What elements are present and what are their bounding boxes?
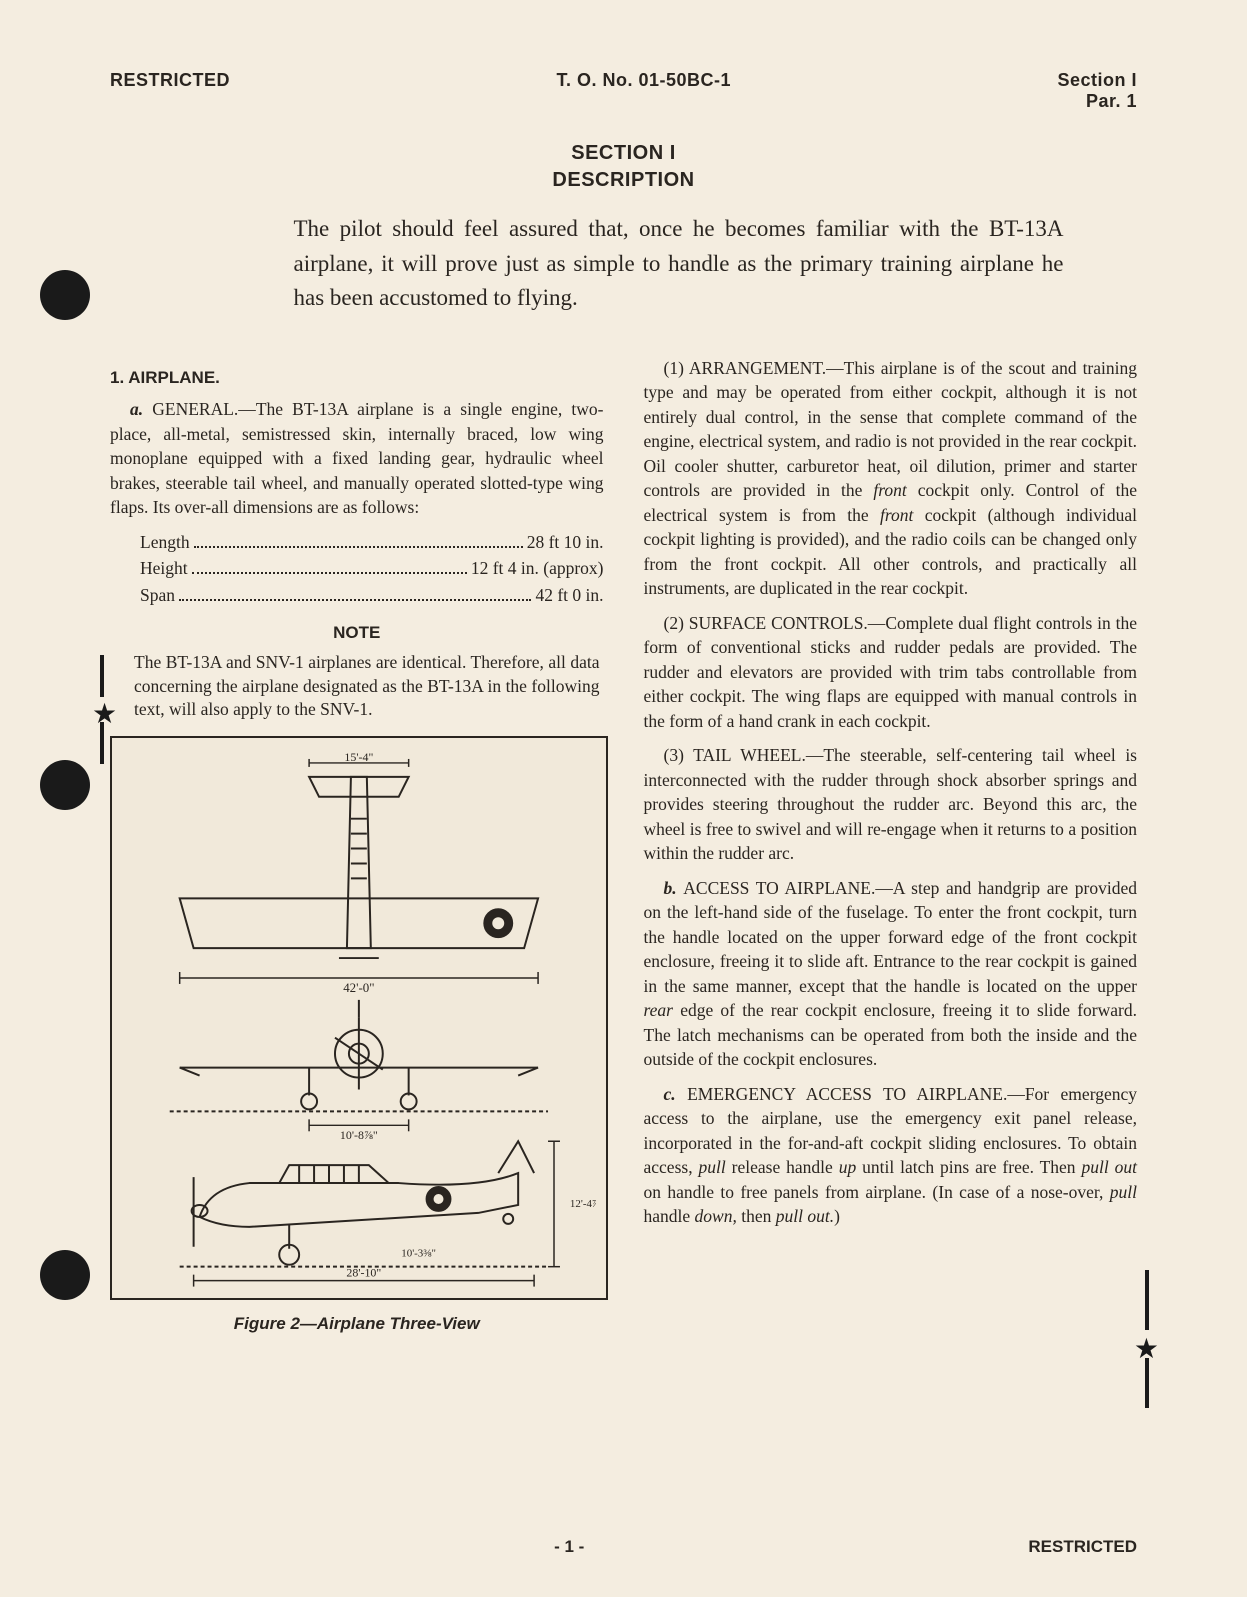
- dim-value: 12 ft 4 in. (approx): [471, 556, 604, 581]
- header-right-1: Section I: [1057, 70, 1137, 91]
- p3-lead: (3) TAIL WHEEL.—: [664, 745, 824, 765]
- airplane-three-view-svg: 15'-4" 42'-0": [122, 749, 596, 1287]
- pc-ital5: down,: [695, 1206, 737, 1226]
- page-number: - 1 -: [554, 1537, 584, 1557]
- figure-three-view: 15'-4" 42'-0": [110, 736, 608, 1300]
- pc-ital4: pull: [1110, 1182, 1137, 1202]
- para-emergency-access: c. EMERGENCY ACCESS TO AIRPLANE.—For eme…: [644, 1082, 1138, 1229]
- dim-label: Length: [140, 530, 190, 555]
- dimensions-list: Length 28 ft 10 in. Height 12 ft 4 in. (…: [140, 530, 604, 608]
- p1-body: This airplane is of the scout and traini…: [644, 358, 1138, 501]
- dim-row: Length 28 ft 10 in.: [140, 530, 604, 555]
- body-columns: 1. AIRPLANE. a. GENERAL.—The BT-13A airp…: [110, 356, 1137, 1336]
- header-left: RESTRICTED: [110, 70, 230, 112]
- dot-leader: [194, 546, 523, 548]
- pc-lead: c.: [664, 1084, 676, 1104]
- change-bar: [100, 655, 104, 697]
- dim-tread: 10'-8⅞": [340, 1128, 378, 1142]
- dim-label: Height: [140, 556, 188, 581]
- left-column: 1. AIRPLANE. a. GENERAL.—The BT-13A airp…: [110, 356, 604, 1336]
- note-heading: NOTE: [110, 621, 604, 645]
- para-access: b. ACCESS TO AIRPLANE.—A step and handgr…: [644, 876, 1138, 1072]
- footer-restricted: RESTRICTED: [1028, 1537, 1137, 1557]
- pb-head: ACCESS TO AIRPLANE.—: [683, 878, 893, 898]
- pc-body3: until latch pins are free. Then: [856, 1157, 1081, 1177]
- punch-hole: [40, 760, 90, 810]
- right-column: (1) ARRANGEMENT.—This airplane is of the…: [644, 356, 1138, 1336]
- pc-body5: handle: [644, 1206, 695, 1226]
- dot-leader: [179, 599, 531, 601]
- para-surface-controls: (2) SURFACE CONTROLS.—Complete dual flig…: [644, 611, 1138, 734]
- dim-length: 28'-10": [346, 1266, 381, 1280]
- pb-body2: edge of the rear cockpit enclosure, free…: [644, 1000, 1138, 1069]
- change-bar: [1145, 1270, 1149, 1330]
- dim-wingspan: 42'-0": [343, 980, 374, 995]
- pb-ital: rear: [644, 1000, 674, 1020]
- star-icon: ★: [92, 695, 117, 734]
- heading-airplane: 1. AIRPLANE.: [110, 366, 604, 390]
- dim-top-span: 15'-4": [344, 750, 373, 764]
- intro-paragraph: The pilot should feel assured that, once…: [184, 212, 1064, 316]
- change-bar: [1145, 1358, 1149, 1408]
- dim-label: Span: [140, 583, 175, 608]
- para-a-lead: a.: [130, 399, 143, 419]
- pc-ital6: pull out.: [776, 1206, 834, 1226]
- dim-row: Height 12 ft 4 in. (approx): [140, 556, 604, 581]
- header-center: T. O. No. 01-50BC-1: [556, 70, 731, 112]
- dim-height: 12'-4⅞": [570, 1198, 596, 1210]
- section-subtitle: DESCRIPTION: [110, 169, 1137, 192]
- document-page: RESTRICTED T. O. No. 01-50BC-1 Section I…: [0, 0, 1247, 1597]
- pc-body2: release handle: [726, 1157, 839, 1177]
- header-right-2: Par. 1: [1057, 91, 1137, 112]
- dim-row: Span 42 ft 0 in.: [140, 583, 604, 608]
- pc-body6: then: [737, 1206, 776, 1226]
- note-body: The BT-13A and SNV-1 airplanes are ident…: [134, 651, 600, 722]
- dim-value: 42 ft 0 in.: [535, 583, 603, 608]
- pb-lead: b.: [664, 878, 677, 898]
- dot-leader: [192, 572, 467, 574]
- header-right: Section I Par. 1: [1057, 70, 1137, 112]
- p1-lead: (1) ARRANGEMENT.—: [664, 358, 844, 378]
- punch-hole: [40, 1250, 90, 1300]
- p1-ital2: front: [880, 505, 913, 525]
- pc-body7: ): [834, 1206, 840, 1226]
- pc-ital2: up: [839, 1157, 857, 1177]
- pc-body4: on handle to free panels from airplane. …: [644, 1182, 1110, 1202]
- section-title: SECTION I: [110, 142, 1137, 165]
- pc-ital3: pull out: [1081, 1157, 1137, 1177]
- pc-head: EMERGENCY ACCESS TO AIRPLANE.—: [687, 1084, 1025, 1104]
- dim-value: 28 ft 10 in.: [527, 530, 604, 555]
- para-a-head: GENERAL.—: [152, 399, 256, 419]
- p2-lead: (2) SURFACE CONTROLS.—: [664, 613, 886, 633]
- figure-caption: Figure 2—Airplane Three-View: [110, 1312, 604, 1336]
- para-tail-wheel: (3) TAIL WHEEL.—The steerable, self-cent…: [644, 743, 1138, 866]
- pc-ital1: pull: [698, 1157, 725, 1177]
- para-general: a. GENERAL.—The BT-13A airplane is a sin…: [110, 397, 604, 520]
- change-bar: [100, 722, 104, 764]
- para-arrangement: (1) ARRANGEMENT.—This airplane is of the…: [644, 356, 1138, 601]
- punch-hole: [40, 270, 90, 320]
- footer: - 1 - RESTRICTED: [110, 1537, 1137, 1557]
- header-row: RESTRICTED T. O. No. 01-50BC-1 Section I…: [110, 70, 1137, 112]
- p1-ital1: front: [873, 480, 906, 500]
- dim-chord: 10'-3⅜": [401, 1248, 436, 1260]
